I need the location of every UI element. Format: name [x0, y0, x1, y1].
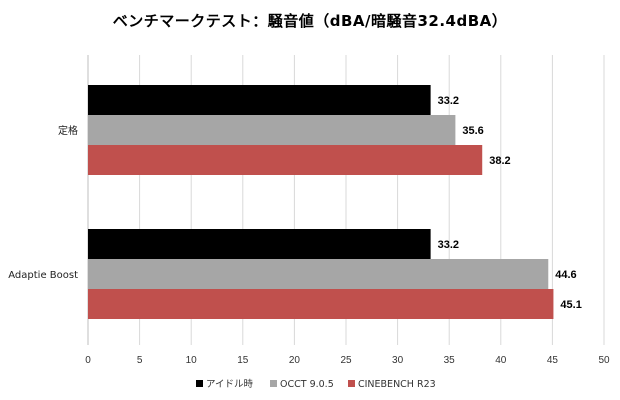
- x-tick-label: 0: [85, 355, 91, 366]
- chart-title: ベンチマークテスト：騒音値（dBA/暗騒音32.4dBA）: [112, 12, 508, 30]
- x-tick-label: 30: [392, 355, 404, 366]
- category-label: 定格: [58, 124, 78, 137]
- bar: [88, 289, 554, 319]
- data-label: 45.1: [560, 299, 581, 311]
- legend-swatch: [348, 380, 355, 387]
- data-label: 35.6: [462, 125, 483, 137]
- data-label: 38.2: [489, 155, 510, 167]
- x-tick-label: 35: [444, 355, 456, 366]
- legend-label: CINEBENCH R23: [358, 379, 436, 390]
- x-tick-label: 10: [186, 355, 198, 366]
- x-tick-label: 5: [137, 355, 143, 366]
- data-label: 33.2: [438, 239, 459, 251]
- x-tick-label: 15: [237, 355, 249, 366]
- legend-swatch: [270, 380, 277, 387]
- bar: [88, 145, 483, 175]
- x-tick-label: 20: [289, 355, 301, 366]
- category-label: Adaptie Boost: [8, 270, 78, 281]
- bar: [88, 229, 431, 259]
- bar: [88, 259, 549, 289]
- legend-label: アイドル時: [206, 379, 254, 390]
- bar: [88, 115, 456, 145]
- x-tick-label: 40: [495, 355, 507, 366]
- x-tick-label: 50: [598, 355, 610, 366]
- x-tick-label: 45: [547, 355, 559, 366]
- data-label: 44.6: [555, 269, 576, 281]
- data-label: 33.2: [438, 95, 459, 107]
- legend-swatch: [196, 380, 203, 387]
- legend-label: OCCT 9.0.5: [280, 379, 334, 390]
- bar: [88, 85, 431, 115]
- x-tick-label: 25: [340, 355, 352, 366]
